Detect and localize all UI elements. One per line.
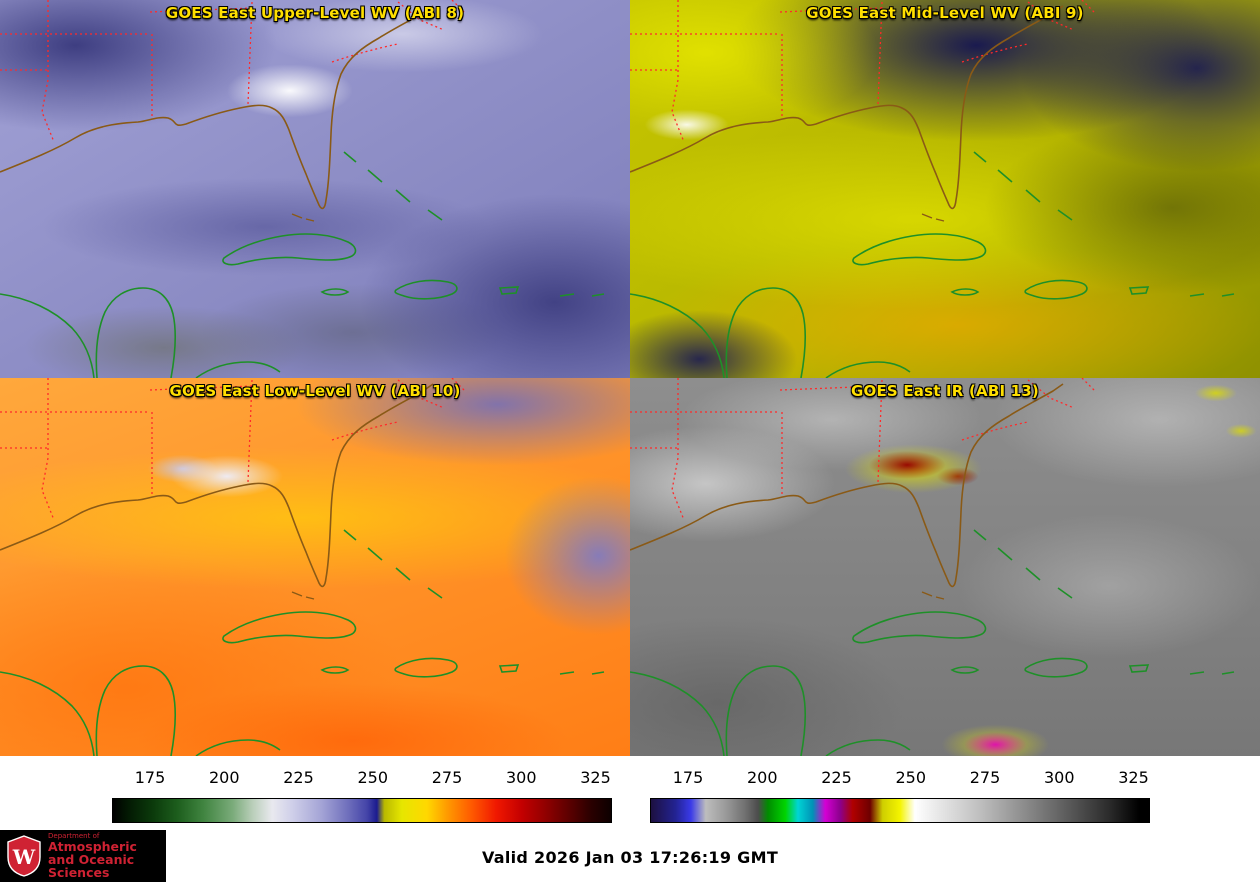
colorbar-tick: 300 [505, 768, 537, 787]
ir-colorbar [650, 798, 1150, 823]
panel-title: GOES East IR (ABI 13) [850, 382, 1039, 400]
colorbar-tick: 250 [357, 768, 389, 787]
panel-title: GOES East Upper-Level WV (ABI 8) [165, 4, 465, 22]
panel-low-wv: GOES East Low-Level WV (ABI 10) [0, 378, 630, 756]
colorbar-tick: 200 [208, 768, 240, 787]
panel-ir: GOES East IR (ABI 13) [630, 378, 1260, 756]
colorbar-tick: 175 [672, 768, 704, 787]
wv-colorbar-ticks: 175 200 225 250 275 300 325 [112, 768, 612, 790]
colorbar-tick: 225 [283, 768, 314, 787]
logo-text: Department of Atmospheric and Oceanic Sc… [48, 831, 160, 881]
colorbar-tick: 275 [431, 768, 463, 787]
svg-text:W: W [12, 845, 36, 869]
colorbar-tick: 300 [1043, 768, 1075, 787]
map-overlay [0, 0, 605, 378]
ir-imagery [630, 378, 1260, 756]
mid-wv-imagery [630, 0, 1260, 378]
colorbar-tick: 325 [580, 768, 611, 787]
panel-mid-wv: GOES East Mid-Level WV (ABI 9) [630, 0, 1260, 378]
logo-dept-line: Department of [48, 831, 100, 840]
colorbar-tick: 175 [134, 768, 166, 787]
panel-title: GOES East Low-Level WV (ABI 10) [169, 382, 461, 400]
colorbar-tick: 325 [1118, 768, 1149, 787]
colorbar-tick: 275 [969, 768, 1001, 787]
uw-crest-icon: W [7, 835, 41, 877]
logo-name-line1: Atmospheric [48, 838, 137, 854]
colorbar-strip: 175 200 225 250 275 300 325 175 200 225 … [0, 756, 1260, 832]
ir-colorbar-ticks: 175 200 225 250 275 300 325 [650, 768, 1150, 790]
valid-time: Valid 2026 Jan 03 17:26:19 GMT [481, 847, 779, 867]
aos-logo: W Department of Atmospheric and Oceanic … [0, 830, 166, 882]
low-wv-imagery [0, 378, 630, 756]
logo-name-line2: and Oceanic Sciences [48, 852, 135, 881]
panel-upper-wv: GOES East Upper-Level WV (ABI 8) [0, 0, 630, 378]
colorbar-tick: 225 [821, 768, 852, 787]
wv-colorbar [112, 798, 612, 823]
map-overlay [630, 378, 1235, 756]
upper-wv-imagery [0, 0, 630, 378]
map-overlay [0, 378, 605, 756]
panel-title: GOES East Mid-Level WV (ABI 9) [806, 4, 1084, 22]
map-overlay [630, 0, 1235, 378]
colorbar-tick: 250 [895, 768, 927, 787]
colorbar-tick: 200 [746, 768, 778, 787]
panel-grid: GOES East Upper-Level WV (ABI 8) GOES Ea… [0, 0, 1260, 756]
wv-colorbar-block: 175 200 225 250 275 300 325 [0, 756, 630, 832]
ir-colorbar-block: 175 200 225 250 275 300 325 [630, 756, 1260, 832]
footer: W Department of Atmospheric and Oceanic … [0, 830, 1260, 882]
